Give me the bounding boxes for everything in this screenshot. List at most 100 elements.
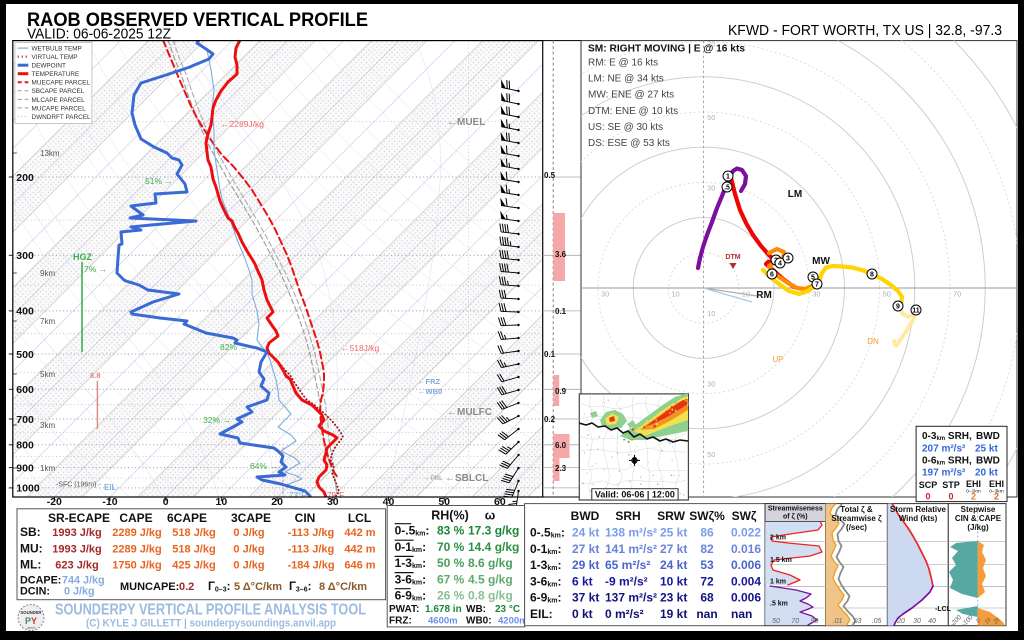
svg-text:0-3km SRH,: 0-3km SRH, bbox=[922, 431, 972, 442]
svg-text:197 m²/s²: 197 m²/s² bbox=[922, 468, 966, 479]
svg-text:8: 8 bbox=[870, 272, 874, 279]
svg-text:3CAPE: 3CAPE bbox=[231, 511, 271, 525]
svg-text:UP: UP bbox=[772, 355, 783, 364]
svg-text:←518J/kg: ←518J/kg bbox=[341, 343, 380, 353]
svg-text:SWζ%: SWζ% bbox=[689, 509, 725, 523]
svg-text:BWD: BWD bbox=[976, 431, 1000, 442]
svg-text:0 J/kg: 0 J/kg bbox=[233, 527, 264, 539]
svg-text:MW: ENE @ 27 kts: MW: ENE @ 27 kts bbox=[588, 90, 674, 101]
svg-text:ω: ω bbox=[485, 508, 496, 522]
svg-text:0-6km SRH,: 0-6km SRH, bbox=[922, 456, 972, 467]
svg-text:6: 6 bbox=[770, 272, 774, 279]
svg-text:FRZ:: FRZ: bbox=[389, 616, 412, 627]
svg-text:-SFC (196m) -: -SFC (196m) - bbox=[56, 482, 101, 489]
svg-text:-10: -10 bbox=[102, 496, 117, 508]
svg-text:200: 200 bbox=[16, 172, 34, 184]
svg-text:SB:: SB: bbox=[20, 525, 41, 539]
svg-text:0 J/kg: 0 J/kg bbox=[233, 560, 264, 572]
svg-text:7% →: 7% → bbox=[84, 264, 107, 274]
svg-text:1 km: 1 km bbox=[770, 579, 786, 586]
svg-text:0: 0 bbox=[948, 492, 953, 502]
svg-text:VALID: 06-06-2025 12Z: VALID: 06-06-2025 12Z bbox=[27, 27, 171, 43]
svg-text:0.2: 0.2 bbox=[544, 415, 556, 424]
svg-text:70: 70 bbox=[791, 618, 799, 625]
svg-text:8 Δ°C/km: 8 Δ°C/km bbox=[319, 581, 367, 593]
svg-text:SCP: SCP bbox=[919, 480, 938, 490]
svg-text:.03: .03 bbox=[852, 618, 862, 625]
svg-text:-20: -20 bbox=[47, 496, 62, 508]
svg-text:0–1km: 0–1km bbox=[966, 489, 980, 495]
svg-text:2: 2 bbox=[971, 492, 976, 502]
svg-text:SWζ: SWζ bbox=[732, 509, 757, 523]
svg-text:0.8 g/kg: 0.8 g/kg bbox=[468, 589, 513, 603]
svg-text:(J/kg): (J/kg) bbox=[967, 523, 989, 532]
svg-text:SOUNDER: SOUNDER bbox=[21, 610, 42, 615]
svg-text:0-1km:: 0-1km: bbox=[395, 540, 426, 554]
svg-text:24 kt: 24 kt bbox=[660, 558, 687, 572]
svg-text:(/sec): (/sec) bbox=[846, 523, 867, 532]
svg-text:23 kt: 23 kt bbox=[660, 591, 687, 605]
svg-text:2289 J/kg: 2289 J/kg bbox=[112, 543, 162, 555]
svg-text:68: 68 bbox=[700, 591, 714, 605]
svg-text:5 Δ°C/km: 5 Δ°C/km bbox=[234, 581, 282, 593]
svg-text:0–3km: 0–3km bbox=[989, 489, 1003, 495]
svg-text:.5: .5 bbox=[724, 185, 730, 192]
svg-text:←FRZ: ←FRZ bbox=[418, 377, 440, 386]
svg-text:70: 70 bbox=[953, 290, 961, 299]
svg-text:1993 J/kg: 1993 J/kg bbox=[52, 543, 102, 555]
svg-text:RM: E @ 16 kts: RM: E @ 16 kts bbox=[588, 58, 658, 69]
svg-text:KFWD - FORT WORTH, TX US | 32.: KFWD - FORT WORTH, TX US | 32.8, -97.3 bbox=[728, 23, 1002, 39]
svg-text:0.2: 0.2 bbox=[179, 581, 194, 593]
svg-text:79°F: 79°F bbox=[327, 491, 344, 500]
svg-text:2: 2 bbox=[994, 492, 999, 502]
svg-text:SRW: SRW bbox=[657, 509, 685, 523]
svg-text:400: 400 bbox=[16, 306, 34, 318]
svg-text:25 kt: 25 kt bbox=[975, 444, 998, 455]
svg-text:10: 10 bbox=[216, 496, 228, 508]
svg-text:.05: .05 bbox=[872, 618, 882, 625]
svg-text:32% →: 32% → bbox=[203, 415, 231, 425]
svg-text:442 m: 442 m bbox=[344, 527, 375, 539]
svg-text:SRH: SRH bbox=[615, 509, 640, 523]
svg-text:37 kt: 37 kt bbox=[572, 591, 599, 605]
svg-text:10: 10 bbox=[707, 309, 715, 318]
svg-text:←MUEL: ←MUEL bbox=[447, 117, 485, 128]
svg-text:86: 86 bbox=[700, 526, 714, 540]
svg-text:DTM: ENE @ 10 kts: DTM: ENE @ 10 kts bbox=[588, 106, 678, 117]
svg-text:20: 20 bbox=[271, 496, 283, 508]
svg-text:51% →: 51% → bbox=[145, 176, 173, 186]
svg-text:-184 J/kg: -184 J/kg bbox=[287, 560, 334, 572]
svg-text:138 m²/s²: 138 m²/s² bbox=[605, 526, 657, 540]
svg-text:MLCAPE PARCEL: MLCAPE PARCEL bbox=[32, 97, 86, 104]
svg-text:4600m: 4600m bbox=[428, 616, 458, 627]
svg-text:17.3 g/kg: 17.3 g/kg bbox=[468, 524, 519, 538]
svg-text:20 kt: 20 kt bbox=[975, 468, 998, 479]
svg-text:11: 11 bbox=[912, 308, 920, 315]
svg-text:3.6: 3.6 bbox=[555, 250, 567, 259]
svg-text:4.5 g/kg: 4.5 g/kg bbox=[468, 572, 513, 586]
svg-text:DTM: DTM bbox=[725, 254, 740, 261]
svg-text:50: 50 bbox=[883, 290, 891, 299]
svg-text:1750 J/kg: 1750 J/kg bbox=[112, 560, 162, 572]
svg-text:0.1: 0.1 bbox=[544, 350, 556, 359]
svg-text:207 m²/s²: 207 m²/s² bbox=[922, 444, 966, 455]
svg-text:.5 km: .5 km bbox=[770, 601, 788, 608]
svg-text:2k: 2k bbox=[991, 616, 1002, 627]
svg-text:27 kt: 27 kt bbox=[660, 542, 687, 556]
svg-text:0.1: 0.1 bbox=[555, 307, 567, 316]
svg-text:5km: 5km bbox=[40, 370, 55, 379]
svg-text:60: 60 bbox=[494, 496, 506, 508]
svg-text:1.5 km: 1.5 km bbox=[770, 557, 792, 564]
svg-text:MUCAPE PARCEL: MUCAPE PARCEL bbox=[32, 105, 87, 112]
svg-text:-113 J/kg: -113 J/kg bbox=[288, 527, 334, 539]
svg-text:Streamwiseness: Streamwiseness bbox=[768, 506, 823, 513]
svg-text:90: 90 bbox=[811, 618, 819, 625]
svg-text:←2289J/kg: ←2289J/kg bbox=[221, 119, 264, 129]
svg-text:800: 800 bbox=[16, 440, 34, 452]
svg-text:MUECAPE PARCEL: MUECAPE PARCEL bbox=[32, 80, 91, 87]
svg-text:SBCAPE PARCEL: SBCAPE PARCEL bbox=[32, 88, 85, 95]
svg-text:6-9km:: 6-9km: bbox=[530, 591, 561, 605]
svg-text:Storm Relative: Storm Relative bbox=[890, 505, 947, 514]
svg-text:LCL: LCL bbox=[348, 511, 371, 525]
svg-text:70: 70 bbox=[707, 40, 715, 49]
